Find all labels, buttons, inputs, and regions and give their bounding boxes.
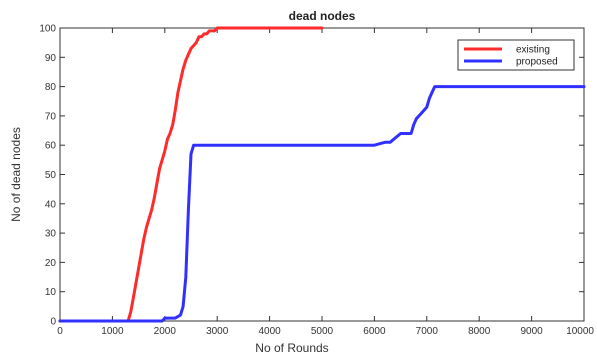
legend-box	[457, 39, 575, 71]
y-tick-label: 80	[45, 82, 57, 93]
x-axis: 0 1000 2000 3000 4000 5000 6000 7000 8000 9000 100…	[57, 28, 594, 337]
y-tick-label: 20	[45, 258, 57, 269]
y-tick-label: 100	[39, 24, 56, 35]
x-tick-label: 1000	[101, 326, 124, 337]
legend-label-proposed: proposed	[516, 57, 558, 68]
y-tick-label: 70	[45, 111, 57, 122]
series-line-existing	[58, 26, 324, 323]
x-tick-label: 9000	[520, 326, 543, 337]
legend: existing proposed	[457, 39, 575, 71]
x-tick-label: 7000	[416, 326, 439, 337]
x-tick-label: 4000	[258, 326, 281, 337]
y-axis-label: No of dead nodes	[9, 127, 23, 222]
series-layer	[58, 26, 586, 323]
x-tick-label: 10000	[566, 326, 594, 337]
y-tick-label: 60	[45, 141, 57, 152]
x-tick-label: 0	[57, 326, 63, 337]
x-axis-label: No of Rounds	[255, 341, 328, 355]
x-tick-label: 8000	[468, 326, 491, 337]
x-tick-label: 5000	[311, 326, 334, 337]
x-tick-label: 3000	[206, 326, 229, 337]
y-tick-label: 90	[45, 53, 57, 64]
legend-label-existing: existing	[516, 45, 550, 56]
y-tick-label: 0	[50, 317, 56, 328]
y-tick-label: 40	[45, 199, 57, 210]
y-tick-label: 30	[45, 229, 57, 240]
x-tick-label: 6000	[363, 326, 386, 337]
chart-title: dead nodes	[289, 9, 356, 23]
y-tick-label: 10	[45, 287, 57, 298]
plot-area	[59, 27, 585, 322]
y-tick-label: 50	[45, 170, 57, 181]
x-tick-label: 2000	[154, 326, 177, 337]
series-line-proposed	[58, 85, 586, 323]
